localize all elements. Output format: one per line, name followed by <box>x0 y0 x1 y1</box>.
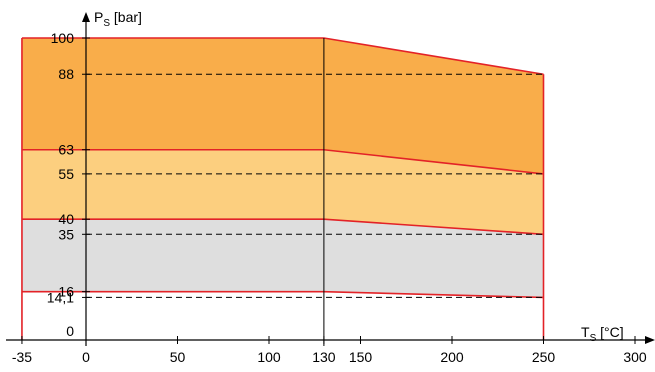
x-tick-label-8: 300 <box>623 349 647 365</box>
derated-levels <box>86 73 544 298</box>
y-tick-label-4: 40 <box>58 211 74 227</box>
x-tick-label-7: 250 <box>532 349 556 365</box>
x-tick-label-4: 130 <box>312 349 336 365</box>
x-tick-label-3: 100 <box>257 349 281 365</box>
pressure-bands <box>21 38 544 298</box>
y-tick-label-2: 63 <box>58 142 74 158</box>
y-tick-label-1: 88 <box>58 66 74 82</box>
band-2 <box>21 219 544 298</box>
y-tick-label-7: 14,1 <box>47 289 74 305</box>
y-tick-label-6: 16 <box>58 284 74 300</box>
y-tick-label-5: 35 <box>58 226 74 242</box>
x-axis-arrow <box>645 336 655 344</box>
x-axis-label: TS [°C] <box>581 324 624 344</box>
y-tick-label-0: 100 <box>51 30 75 46</box>
band-0 <box>21 38 544 174</box>
y-axis-arrow <box>82 12 90 22</box>
band-1 <box>21 149 544 235</box>
y-axis-label: PS [bar] <box>94 9 142 29</box>
y-tick-label-8: 0 <box>66 323 74 339</box>
x-tick-label-2: 50 <box>170 349 186 365</box>
y-tick-label-3: 55 <box>58 166 74 182</box>
x-tick-label-1: 0 <box>82 349 90 365</box>
x-tick-label-6: 200 <box>440 349 464 365</box>
x-tick-label-5: 150 <box>349 349 373 365</box>
x-tick-label-0: -35 <box>12 349 32 365</box>
